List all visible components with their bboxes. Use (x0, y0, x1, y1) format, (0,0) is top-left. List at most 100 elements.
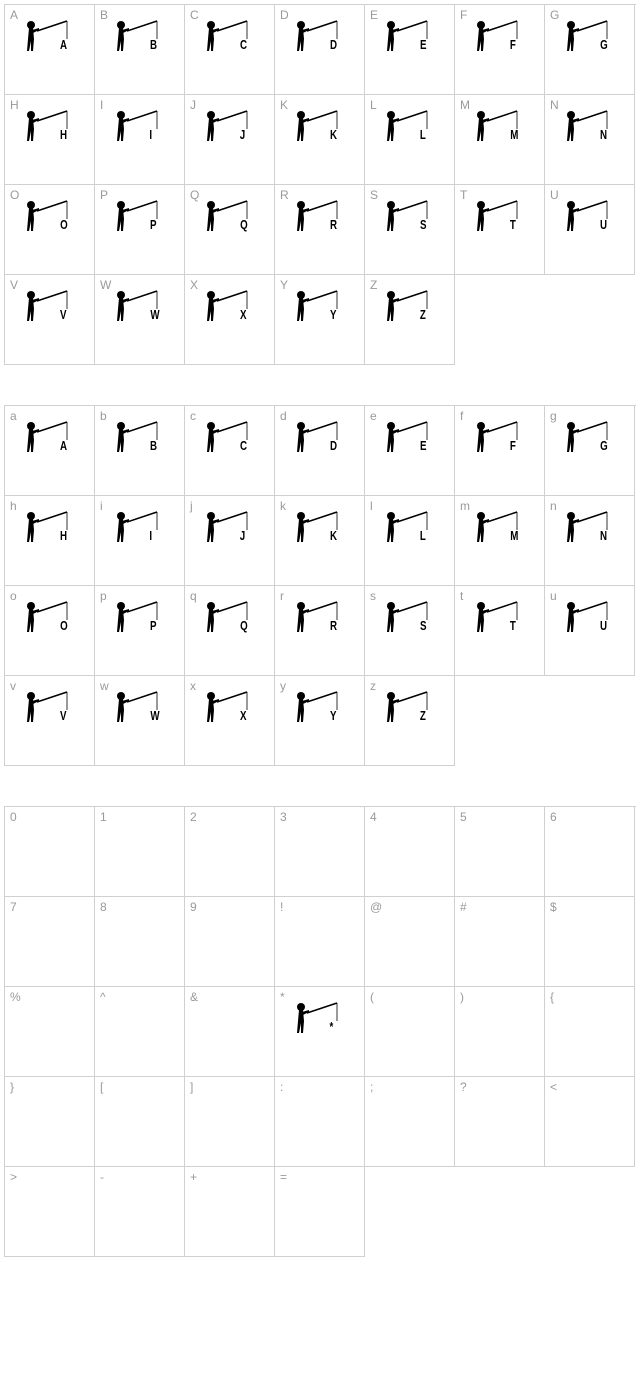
glyph-cell[interactable]: HH (5, 95, 95, 185)
glyph-cell[interactable]: 4 (365, 807, 455, 897)
glyph-cell[interactable]: zZ (365, 676, 455, 766)
glyph-cell[interactable]: ^ (95, 987, 185, 1077)
glyph-cell[interactable]: GG (545, 5, 635, 95)
glyph-cell[interactable]: { (545, 987, 635, 1077)
hooked-letter: W (150, 708, 158, 723)
glyph-cell[interactable]: EE (365, 5, 455, 95)
glyph-cell[interactable]: < (545, 1077, 635, 1167)
glyph-cell[interactable]: SS (365, 185, 455, 275)
glyph-cell[interactable]: eE (365, 406, 455, 496)
glyph-cell[interactable]: : (275, 1077, 365, 1167)
glyph-cell[interactable]: XX (185, 275, 275, 365)
glyph-cell[interactable]: TT (455, 185, 545, 275)
glyph-cell[interactable]: + (185, 1167, 275, 1257)
glyph-cell[interactable]: ( (365, 987, 455, 1077)
glyph-cell[interactable]: tT (455, 586, 545, 676)
fisherman-glyph-icon: R (289, 600, 349, 640)
cell-label: ^ (100, 990, 106, 1004)
glyph-cell[interactable]: DD (275, 5, 365, 95)
glyph-cell[interactable]: UU (545, 185, 635, 275)
glyph-cell[interactable]: ] (185, 1077, 275, 1167)
glyph-cell[interactable]: CC (185, 5, 275, 95)
glyph-cell[interactable]: YY (275, 275, 365, 365)
fisherman-glyph-icon: Z (379, 690, 439, 730)
glyph-cell[interactable]: ! (275, 897, 365, 987)
cell-label: z (370, 679, 376, 693)
glyph-cell[interactable]: BB (95, 5, 185, 95)
glyph-cell[interactable]: % (5, 987, 95, 1077)
glyph-cell[interactable]: fF (455, 406, 545, 496)
glyph-cell[interactable]: oO (5, 586, 95, 676)
glyph-cell[interactable]: @ (365, 897, 455, 987)
glyph-cell[interactable]: ; (365, 1077, 455, 1167)
glyph-cell[interactable]: FF (455, 5, 545, 95)
glyph-cell[interactable]: ZZ (365, 275, 455, 365)
fisherman-glyph-icon: E (379, 19, 439, 59)
glyph-cell[interactable]: 1 (95, 807, 185, 897)
glyph-cell[interactable]: wW (95, 676, 185, 766)
glyph-cell[interactable]: aA (5, 406, 95, 496)
glyph-cell[interactable]: 0 (5, 807, 95, 897)
glyph-cell[interactable]: ? (455, 1077, 545, 1167)
glyph-cell[interactable]: gG (545, 406, 635, 496)
glyph-cell[interactable]: yY (275, 676, 365, 766)
glyph-cell[interactable]: II (95, 95, 185, 185)
glyph-cell[interactable]: WW (95, 275, 185, 365)
glyph-cell[interactable]: cC (185, 406, 275, 496)
glyph-cell[interactable]: # (455, 897, 545, 987)
glyph-cell[interactable]: hH (5, 496, 95, 586)
glyph-cell[interactable]: sS (365, 586, 455, 676)
hooked-letter: X (240, 708, 246, 723)
glyph-cell[interactable]: JJ (185, 95, 275, 185)
glyph-cell[interactable]: ** (275, 987, 365, 1077)
cell-label: N (550, 98, 559, 112)
glyph-cell[interactable]: QQ (185, 185, 275, 275)
glyph-cell[interactable]: dD (275, 406, 365, 496)
glyph-cell[interactable]: pP (95, 586, 185, 676)
glyph-cell[interactable]: RR (275, 185, 365, 275)
glyph-cell[interactable]: LL (365, 95, 455, 185)
glyph-cell[interactable]: [ (95, 1077, 185, 1167)
glyph-cell[interactable]: kK (275, 496, 365, 586)
fisherman-glyph-icon: F (469, 19, 529, 59)
glyph-cell[interactable]: qQ (185, 586, 275, 676)
glyph-cell[interactable]: ) (455, 987, 545, 1077)
glyph-cell[interactable]: iI (95, 496, 185, 586)
glyph-cell[interactable]: 7 (5, 897, 95, 987)
cell-label: ( (370, 990, 374, 1004)
glyph-cell[interactable]: VV (5, 275, 95, 365)
glyph-cell[interactable]: 9 (185, 897, 275, 987)
glyph-cell[interactable]: KK (275, 95, 365, 185)
glyph-cell[interactable]: rR (275, 586, 365, 676)
glyph-cell[interactable]: lL (365, 496, 455, 586)
fisherman-glyph-icon: D (289, 420, 349, 460)
hooked-letter: Z (420, 307, 425, 322)
glyph-cell[interactable]: $ (545, 897, 635, 987)
glyph-cell[interactable]: jJ (185, 496, 275, 586)
cell-label: o (10, 589, 17, 603)
cell-label: p (100, 589, 107, 603)
glyph-cell[interactable]: OO (5, 185, 95, 275)
glyph-cell[interactable]: 6 (545, 807, 635, 897)
glyph-cell[interactable]: NN (545, 95, 635, 185)
glyph-cell[interactable]: vV (5, 676, 95, 766)
hooked-letter: D (330, 37, 336, 52)
glyph-cell[interactable]: AA (5, 5, 95, 95)
glyph-cell[interactable]: nN (545, 496, 635, 586)
fisherman-glyph-icon: M (469, 109, 529, 149)
glyph-cell[interactable]: - (95, 1167, 185, 1257)
glyph-cell[interactable]: 3 (275, 807, 365, 897)
glyph-cell[interactable]: 2 (185, 807, 275, 897)
glyph-cell[interactable]: PP (95, 185, 185, 275)
glyph-cell[interactable]: > (5, 1167, 95, 1257)
glyph-cell[interactable]: 5 (455, 807, 545, 897)
glyph-cell[interactable]: bB (95, 406, 185, 496)
glyph-cell[interactable]: } (5, 1077, 95, 1167)
glyph-cell[interactable]: = (275, 1167, 365, 1257)
glyph-cell[interactable]: & (185, 987, 275, 1077)
glyph-cell[interactable]: mM (455, 496, 545, 586)
glyph-cell[interactable]: uU (545, 586, 635, 676)
glyph-cell[interactable]: xX (185, 676, 275, 766)
glyph-cell[interactable]: 8 (95, 897, 185, 987)
glyph-cell[interactable]: MM (455, 95, 545, 185)
